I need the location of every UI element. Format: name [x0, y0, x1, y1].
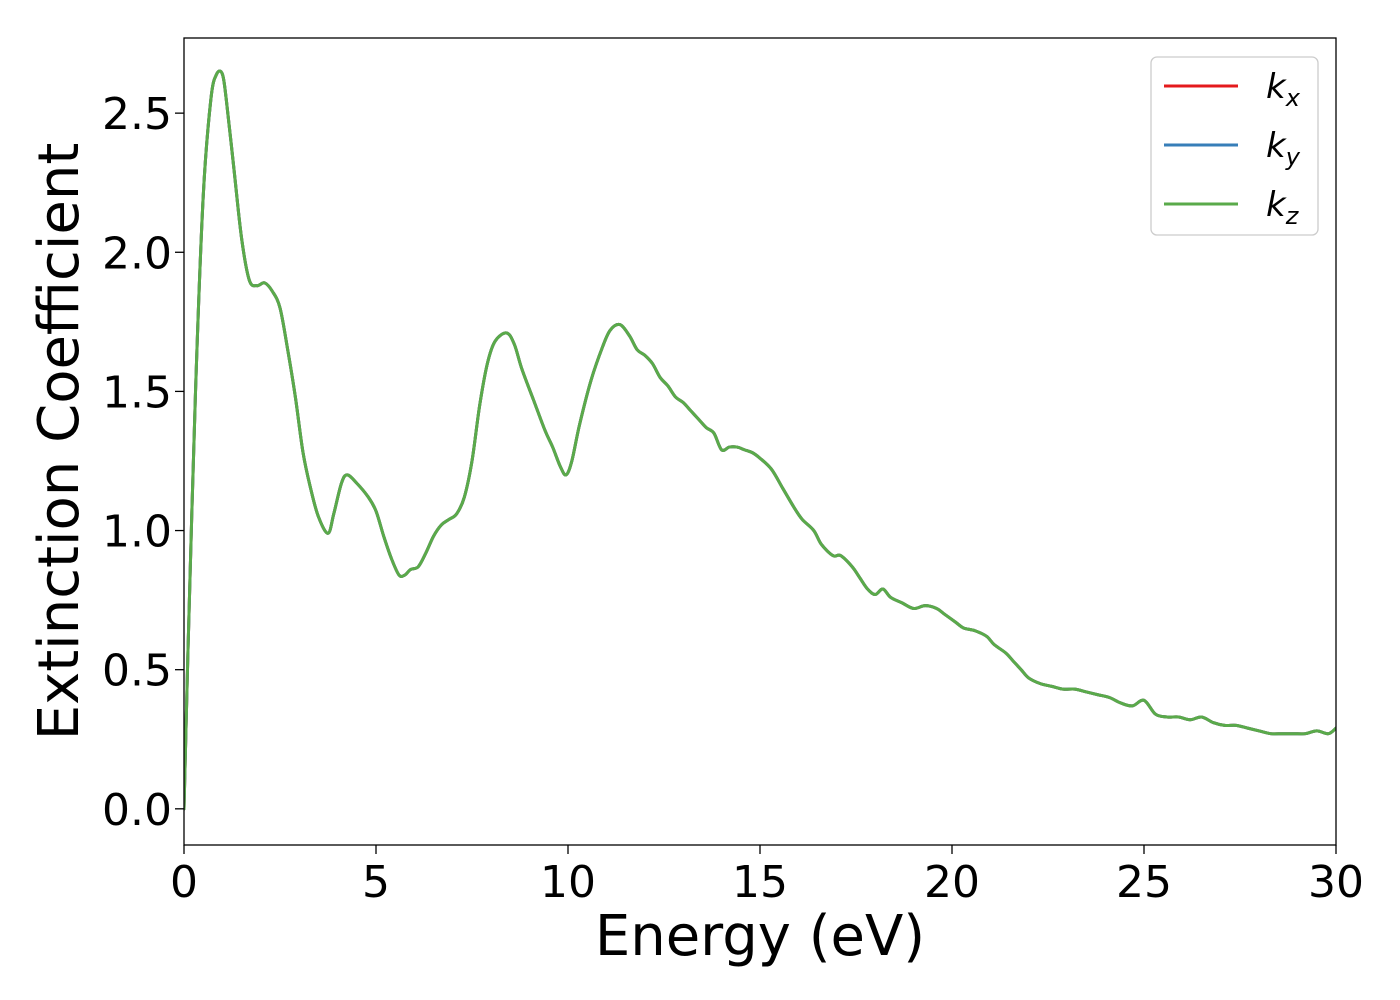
x-tick-label: 25 [1116, 857, 1172, 908]
x-tick-label: 30 [1308, 857, 1364, 908]
x-tick-label: 5 [362, 857, 390, 908]
legend-label: ky [1266, 126, 1301, 171]
series-line-kz [184, 69, 1336, 811]
plot-lines [184, 69, 1336, 811]
legend-label: kx [1266, 67, 1301, 112]
y-axis: 0.0 0.5 1.0 1.5 2.0 2.5 [102, 89, 184, 836]
y-tick-label: 1.0 [102, 507, 172, 558]
x-tick-label: 20 [924, 857, 980, 908]
x-tick-label: 0 [170, 857, 198, 908]
x-axis: 0 5 10 15 20 25 30 [170, 845, 1364, 908]
x-tick-label: 10 [540, 857, 596, 908]
legend-label: kz [1266, 185, 1300, 230]
x-axis-label: Energy (eV) [595, 904, 925, 969]
y-tick-label: 1.5 [102, 367, 172, 418]
y-tick-label: 0.0 [102, 785, 172, 836]
y-tick-label: 2.5 [102, 89, 172, 140]
y-tick-label: 0.5 [102, 646, 172, 697]
x-tick-label: 15 [732, 857, 788, 908]
y-tick-label: 2.0 [102, 228, 172, 279]
legend: kx ky kz [1150, 56, 1319, 236]
y-axis-label: Extinction Coefficient [27, 143, 92, 741]
